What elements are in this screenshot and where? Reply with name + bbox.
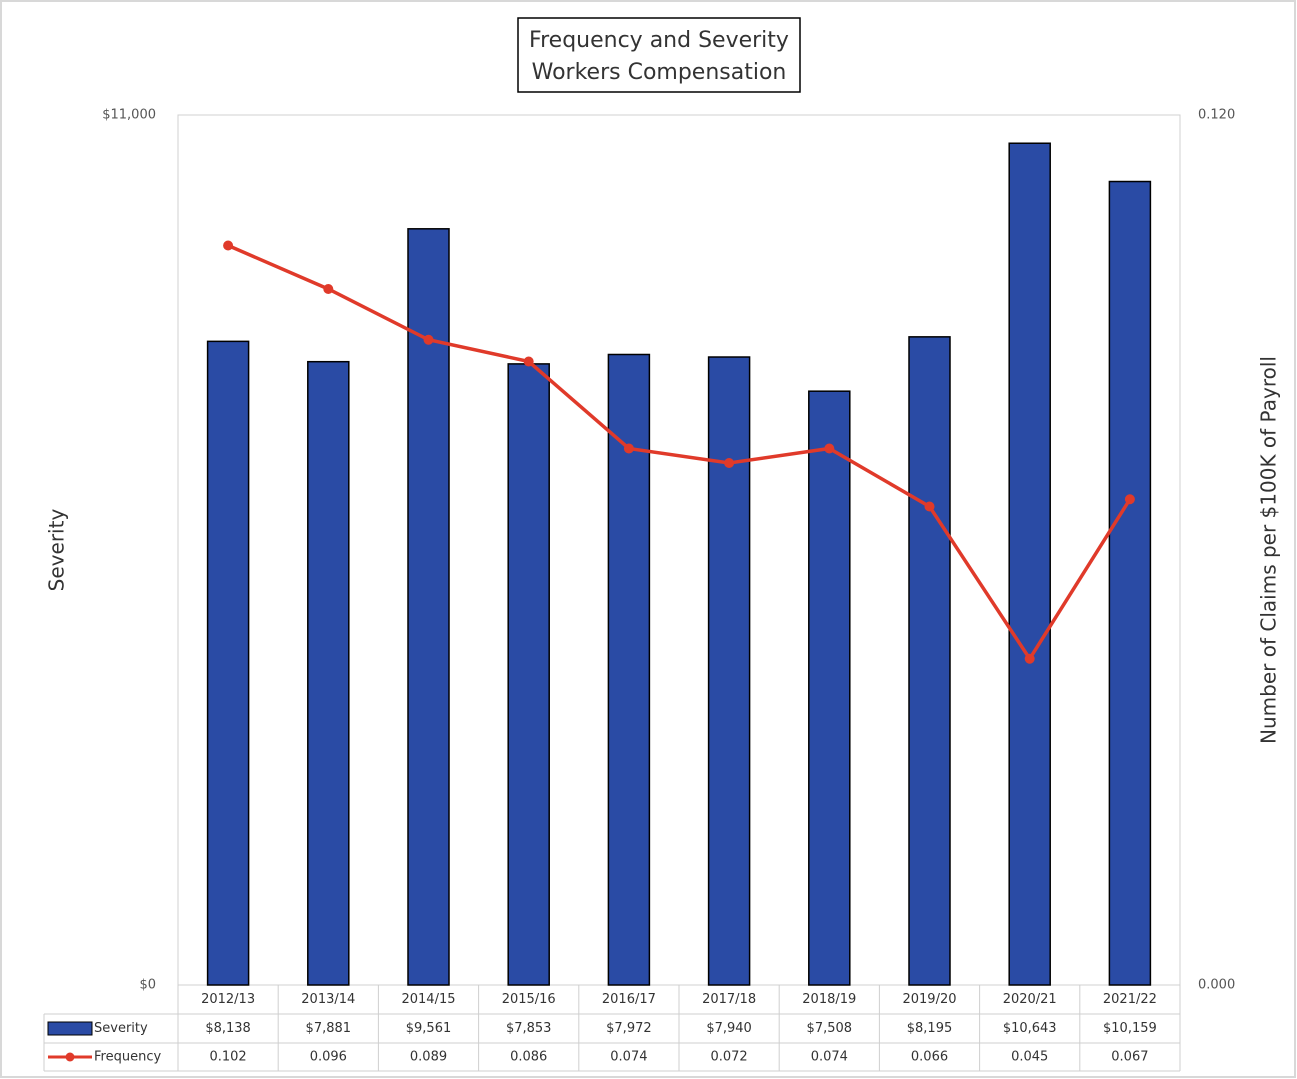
chart-title: Workers Compensation	[532, 60, 787, 85]
table-value: $9,561	[406, 1021, 452, 1036]
x-tick-label: 2013/14	[301, 992, 355, 1007]
x-tick-label: 2019/20	[902, 992, 956, 1007]
table-value: $7,508	[807, 1021, 853, 1036]
line-marker	[924, 501, 935, 512]
line-marker	[724, 458, 735, 468]
bar	[1008, 142, 1051, 986]
table-value: $7,972	[606, 1021, 652, 1036]
bar	[908, 336, 951, 986]
line-marker	[423, 334, 434, 345]
y2-tick-label: 0.120	[1198, 108, 1235, 123]
bar	[507, 363, 550, 986]
table-value: 0.086	[510, 1050, 547, 1065]
table-value: $8,195	[907, 1021, 953, 1036]
table-value: 0.074	[610, 1050, 647, 1065]
line-marker	[223, 240, 234, 251]
bar	[607, 353, 651, 986]
table-value: $8,138	[205, 1021, 251, 1036]
x-tick-label: 2018/19	[802, 992, 856, 1007]
table-value: $10,159	[1103, 1021, 1157, 1036]
y-tick-label: $11,000	[102, 108, 156, 123]
bar	[707, 356, 751, 986]
table-value: $7,940	[706, 1021, 752, 1036]
x-tick-label: 2016/17	[602, 992, 656, 1007]
title-box	[517, 17, 801, 93]
x-tick-label: 2017/18	[702, 992, 756, 1007]
x-tick-label: 2021/22	[1103, 992, 1157, 1007]
table-value: $7,881	[306, 1021, 352, 1036]
line-marker	[523, 356, 534, 367]
line-marker	[323, 284, 334, 294]
y-axis-label: Severity	[45, 509, 69, 592]
y-tick-label: $0	[139, 978, 156, 993]
table-value: 0.074	[811, 1050, 848, 1065]
legend-label: Severity	[94, 1021, 148, 1036]
table-value: $10,643	[1003, 1021, 1057, 1036]
x-tick-label: 2012/13	[201, 992, 255, 1007]
x-tick-label: 2014/15	[401, 992, 455, 1007]
line-marker	[623, 443, 634, 454]
legend-swatch	[47, 1021, 93, 1036]
table-value: 0.045	[1011, 1050, 1048, 1065]
table-value: 0.089	[410, 1050, 447, 1065]
bar	[206, 340, 250, 986]
bar	[407, 228, 450, 986]
bar	[1108, 180, 1152, 986]
frequency-line	[227, 243, 1132, 662]
x-tick-label: 2015/16	[502, 992, 556, 1007]
y2-axis-label: Number of Claims per $100K of Payroll	[1257, 356, 1281, 744]
table-value: 0.096	[310, 1050, 347, 1065]
line-marker	[1124, 494, 1135, 505]
table-value: 0.072	[710, 1050, 747, 1065]
line-marker	[824, 443, 835, 454]
table-value: $7,853	[506, 1021, 552, 1036]
table-value: 0.066	[911, 1050, 948, 1065]
bar	[307, 360, 350, 986]
table-value: 0.067	[1111, 1050, 1148, 1065]
legend-label: Frequency	[94, 1050, 161, 1065]
bar	[808, 390, 851, 986]
y2-tick-label: 0.000	[1198, 978, 1235, 993]
x-tick-label: 2020/21	[1003, 992, 1057, 1007]
table-value: 0.102	[209, 1050, 246, 1065]
line-marker	[1024, 653, 1035, 664]
legend-marker	[65, 1052, 75, 1062]
chart-title: Frequency and Severity	[529, 28, 789, 53]
